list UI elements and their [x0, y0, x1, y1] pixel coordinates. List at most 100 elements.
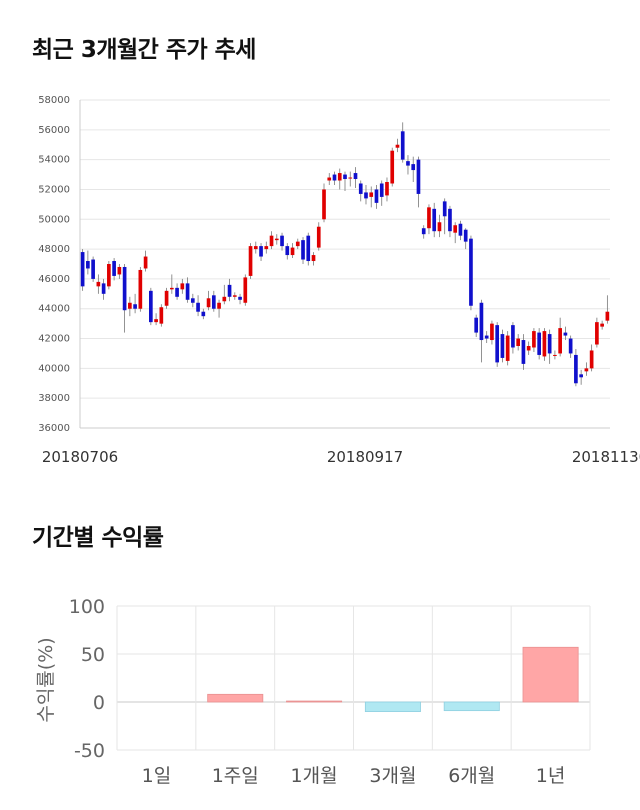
candle-body — [206, 298, 211, 308]
candle-body — [469, 238, 473, 306]
candle-body — [253, 246, 258, 250]
y-tick-label: 54000 — [38, 155, 70, 166]
candle-body — [227, 284, 232, 297]
y-tick-label: 46000 — [38, 274, 70, 285]
candle-body — [185, 283, 190, 300]
x-tick-label: 3개월 — [369, 765, 416, 787]
candle-body — [453, 225, 458, 233]
candle-body — [290, 247, 295, 256]
candle-body — [217, 302, 221, 309]
candle-body — [133, 304, 137, 309]
x-tick-label: 1년 — [536, 765, 566, 787]
candle-body — [180, 283, 185, 290]
return-bar — [364, 701, 421, 713]
y-tick-label: 48000 — [38, 244, 70, 255]
candle-body — [285, 246, 290, 256]
candle-body — [526, 346, 531, 351]
candle-body — [222, 296, 227, 302]
candle-body — [474, 317, 479, 333]
candle-body — [505, 335, 510, 361]
candle-body — [537, 332, 541, 355]
candle-body — [574, 354, 578, 384]
candle-body — [385, 182, 389, 196]
candle-body — [201, 311, 206, 317]
y-tick-label: 0 — [93, 692, 105, 714]
candle-body — [306, 235, 311, 262]
candle-body — [458, 223, 463, 236]
period-return-title: 기간별 수익률 — [32, 525, 164, 551]
candle-body — [280, 235, 284, 247]
return-bar — [443, 701, 500, 712]
y-tick-label: 100 — [69, 596, 105, 618]
return-bar — [286, 700, 343, 703]
candle-body — [211, 295, 216, 309]
candle-body — [128, 302, 132, 309]
candle-body — [122, 266, 127, 311]
price-trend-candlestick-chart: 36000 38000 40000 42000 44000 46000 48000 50000… — [38, 95, 640, 466]
candle-body — [175, 287, 179, 297]
candle-body — [301, 240, 305, 260]
candle-body — [432, 208, 437, 232]
y-tick-label: -50 — [74, 740, 105, 762]
candle-body — [316, 226, 321, 248]
candle-body — [337, 173, 342, 181]
candle-body — [259, 246, 263, 257]
candle-body — [395, 144, 400, 148]
candle-body — [595, 322, 599, 345]
candle-body — [232, 295, 237, 297]
candle-body — [149, 290, 153, 323]
candle-body — [80, 252, 85, 287]
candle-body — [332, 174, 337, 181]
y-tick-label: 44000 — [38, 304, 70, 315]
candle-body — [553, 354, 557, 356]
candle-body — [243, 277, 248, 303]
x-tick-label: 1주일 — [212, 765, 259, 787]
candle-body — [248, 246, 253, 276]
y-tick-label: 52000 — [38, 184, 70, 195]
candle-body — [343, 174, 347, 180]
candle-body — [358, 183, 363, 194]
candle-body — [605, 311, 610, 321]
candle-body — [169, 287, 174, 290]
candle-body — [364, 192, 368, 199]
candle-body — [442, 201, 447, 217]
candle-body — [479, 302, 484, 341]
y-tick-label: 42000 — [38, 334, 70, 345]
candle-body — [516, 338, 521, 346]
y-tick-label: 50 — [81, 644, 105, 666]
candle-body — [143, 256, 148, 269]
candle-body — [568, 338, 573, 354]
candle-body — [463, 229, 468, 242]
y-tick-label: 38000 — [38, 393, 70, 404]
candle-body — [411, 164, 416, 171]
candle-body — [190, 298, 195, 303]
candle-body — [427, 207, 431, 229]
candle-body — [511, 325, 515, 348]
candle-body — [107, 264, 111, 287]
candle-body — [406, 161, 410, 166]
y-tick-label: 58000 — [38, 95, 70, 106]
candle-body — [448, 208, 452, 232]
y-tick-label: 36000 — [38, 423, 70, 434]
price-trend-title: 최근 3개월간 주가 추세 — [32, 37, 256, 63]
candle-body — [96, 281, 101, 287]
return-bar — [207, 693, 264, 703]
candle-body — [369, 192, 374, 197]
x-tick-label: 6개월 — [448, 765, 495, 787]
candle-body — [490, 323, 494, 341]
candle-body — [86, 261, 90, 269]
candle-body — [91, 259, 95, 279]
candle-body — [416, 159, 421, 194]
candle-body — [400, 131, 405, 160]
candle-body — [495, 325, 500, 363]
candle-body — [379, 183, 384, 197]
candle-body — [353, 173, 358, 180]
candle-body — [547, 334, 552, 354]
candle-body — [500, 334, 505, 358]
candle-body — [196, 302, 200, 312]
candle-body — [117, 266, 122, 275]
candle-body — [238, 296, 242, 300]
candle-body — [311, 255, 316, 262]
candle-body — [421, 228, 426, 235]
x-tick-label: 20180706 — [42, 448, 118, 466]
